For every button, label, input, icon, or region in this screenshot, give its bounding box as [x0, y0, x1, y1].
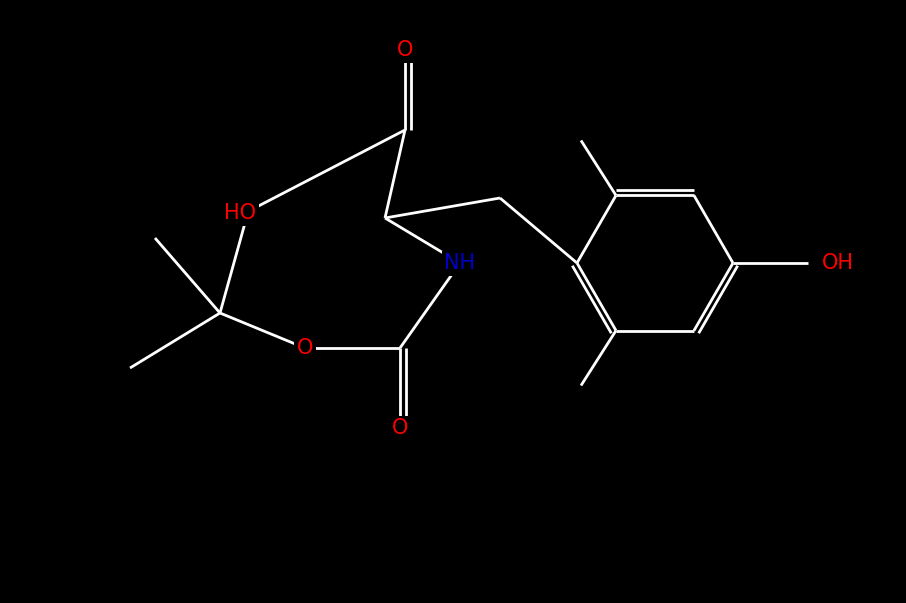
Text: O: O	[297, 338, 313, 358]
Text: HO: HO	[224, 203, 256, 223]
Text: NH: NH	[445, 253, 476, 273]
Text: O: O	[391, 418, 409, 438]
Text: O: O	[397, 40, 413, 60]
Text: OH: OH	[822, 253, 854, 273]
